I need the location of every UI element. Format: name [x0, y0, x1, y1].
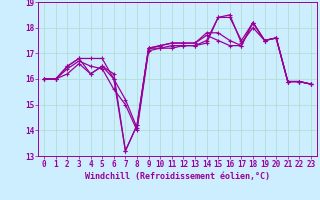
X-axis label: Windchill (Refroidissement éolien,°C): Windchill (Refroidissement éolien,°C): [85, 172, 270, 181]
